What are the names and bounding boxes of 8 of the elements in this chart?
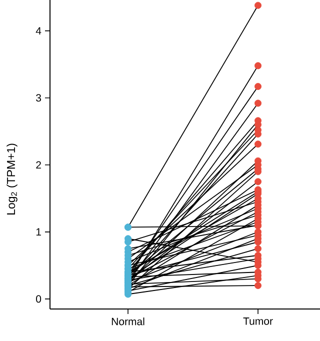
y-tick-label: 3 (36, 94, 42, 102)
y-axis-title: Log$_{2}$ (TPM+1) (6, 144, 18, 214)
y-tick-label: 4 (36, 27, 42, 34)
x-tick-label: Normal (112, 318, 144, 326)
y-tick-label: 0 (36, 295, 42, 303)
y-tick-label: 1 (36, 228, 41, 236)
x-tick-label: Tumor (243, 318, 273, 325)
y-tick-label: 2 (36, 161, 41, 169)
